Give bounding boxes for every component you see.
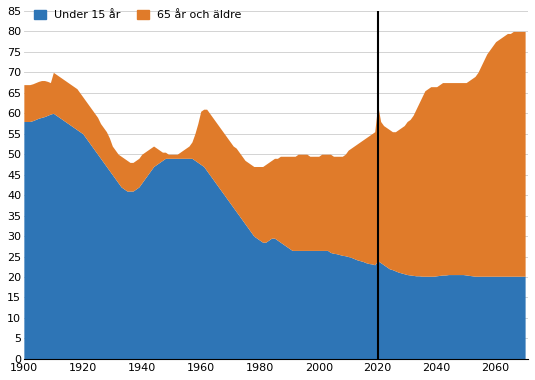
Legend: Under 15 år, 65 år och äldre: Under 15 år, 65 år och äldre: [34, 10, 242, 20]
